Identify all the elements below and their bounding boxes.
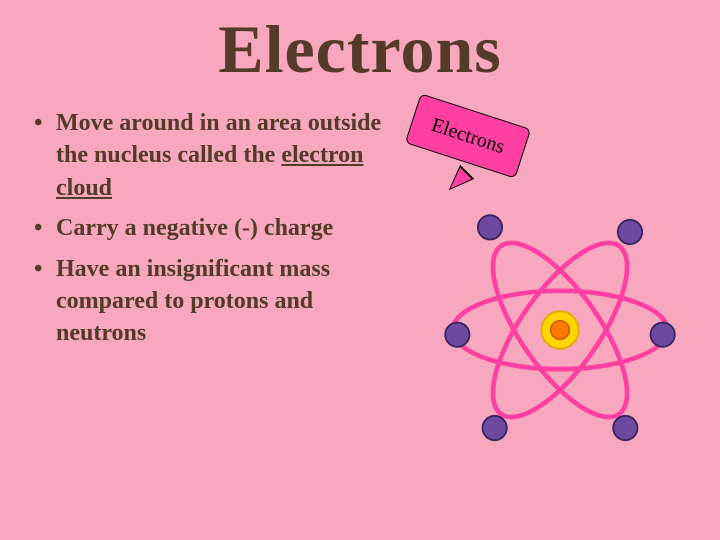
list-item: Carry a negative (-) charge xyxy=(30,212,400,244)
electron xyxy=(445,323,469,347)
electron xyxy=(613,416,637,440)
bullet-text: Have an insignificant mass compared to p… xyxy=(56,256,330,347)
bullet-text: Carry a negative (-) charge xyxy=(56,215,333,241)
page-title: Electrons xyxy=(0,0,720,89)
atom-svg xyxy=(430,190,690,470)
list-item: Move around in an area outside the nucle… xyxy=(30,107,400,204)
atom-diagram-container: Electrons xyxy=(380,110,700,490)
electron xyxy=(651,323,675,347)
callout-label: Electrons xyxy=(429,113,508,158)
bullet-list: Move around in an area outside the nucle… xyxy=(30,107,400,358)
nucleus xyxy=(541,311,578,348)
electron xyxy=(478,215,502,239)
list-item: Have an insignificant mass compared to p… xyxy=(30,253,400,350)
electron xyxy=(618,220,642,244)
electron xyxy=(483,416,507,440)
